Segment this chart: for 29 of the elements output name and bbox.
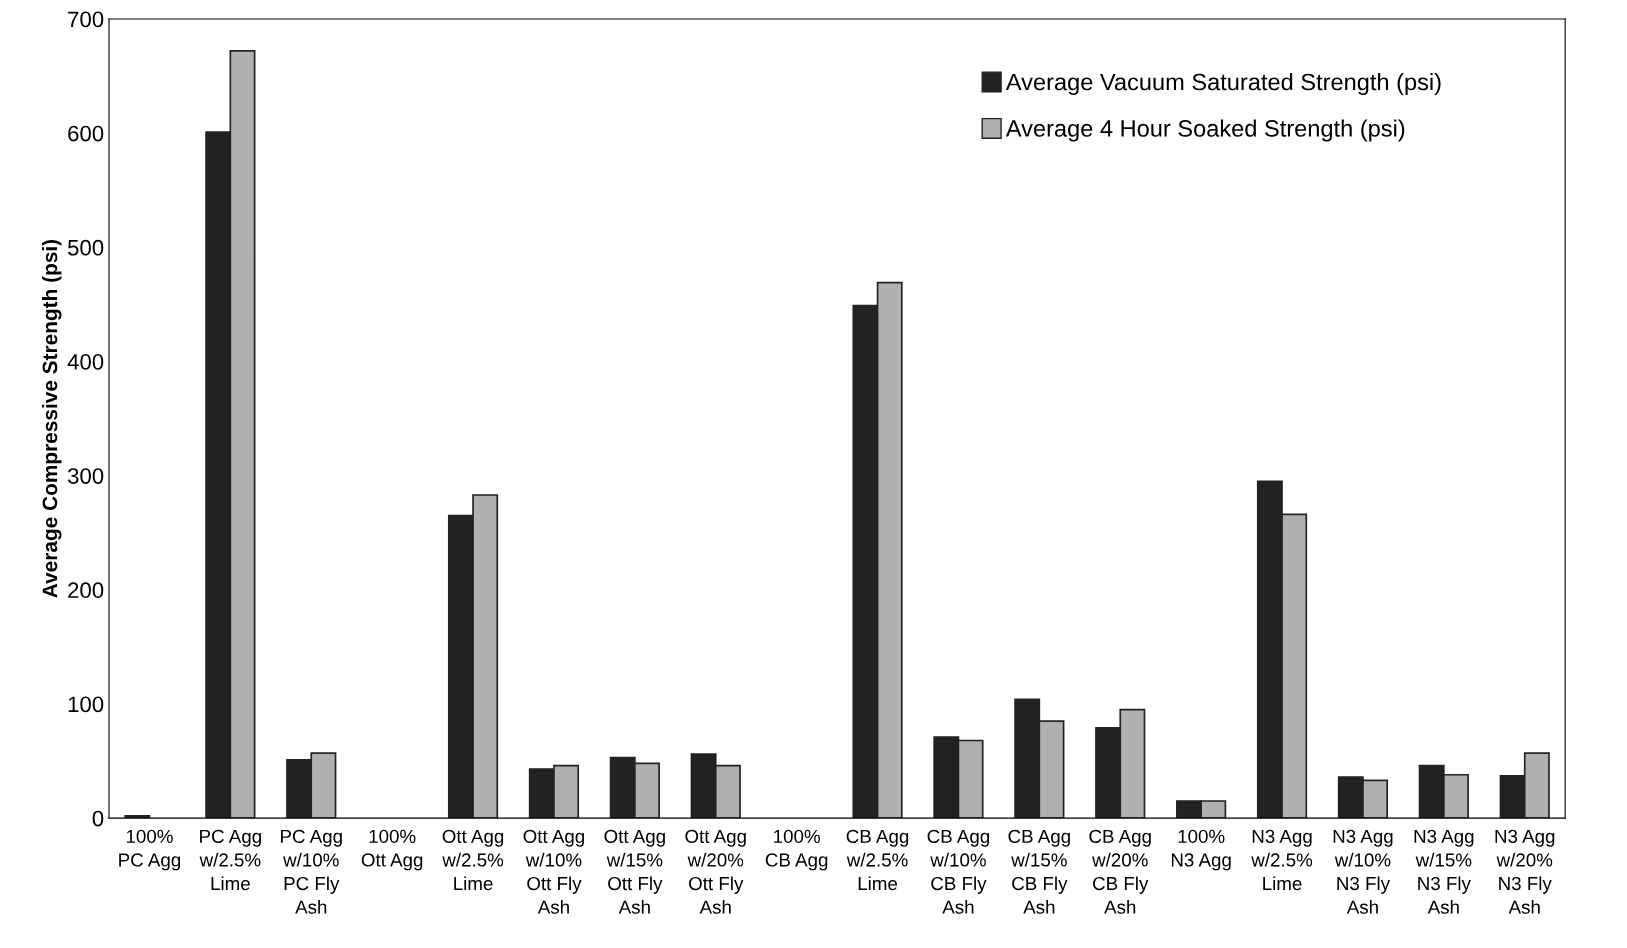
x-tick-label: 100% N3 Agg xyxy=(1171,829,1231,871)
x-tick-label: CB Agg w/10% CB Fly Ash xyxy=(927,829,990,914)
y-tick-label: 600 xyxy=(68,125,104,142)
x-tick-label: CB Agg w/2.5% Lime xyxy=(846,829,909,891)
y-tick-label: 200 xyxy=(68,582,104,599)
y-tick-label: 300 xyxy=(67,468,104,484)
y-tick-label: 0 xyxy=(92,810,104,827)
y-tick-label: 500 xyxy=(67,239,104,256)
y-tick-label: 700 xyxy=(68,11,104,28)
x-tick-label: PC Agg w/10% PC Fly Ash xyxy=(281,829,342,914)
x-tick-label: PC Agg w/2.5% Lime xyxy=(199,829,261,891)
x-tick-label: Ott Agg w/2.5% Lime xyxy=(442,829,504,891)
x-tick-label: N3 Agg w/20% N3 Fly Ash xyxy=(1495,829,1555,914)
y-tick-label: 400 xyxy=(67,353,104,370)
legend-label: Average 4 Hour Soaked Strength (psi) xyxy=(1005,119,1405,142)
x-tick-label: CB Agg w/20% CB Fly Ash xyxy=(1089,829,1151,914)
x-tick-label: 100% CB Agg xyxy=(765,829,828,871)
x-tick-label: N3 Agg w/10% N3 Fly Ash xyxy=(1333,829,1393,914)
y-tick-label: 100 xyxy=(68,696,104,713)
x-tick-label: 100% PC Agg xyxy=(119,829,181,871)
x-tick-label: Ott Agg w/10% Ott Fly Ash xyxy=(523,829,585,914)
x-tick-label: Ott Agg w/20% Ott Fly Ash xyxy=(685,829,746,914)
x-tick-label: 100% Ott Agg xyxy=(361,829,423,871)
x-tick-label: N3 Agg w/15% N3 Fly Ash xyxy=(1414,829,1474,914)
x-tick-label: Ott Agg w/15% Ott Fly Ash xyxy=(604,829,665,914)
x-tick-label: N3 Agg w/2.5% Lime xyxy=(1251,829,1313,891)
legend-label: Average Vacuum Saturated Strength (psi) xyxy=(1005,73,1441,96)
x-tick-label: CB Agg w/15% CB Fly Ash xyxy=(1008,829,1070,914)
y-axis-title: Average Compressive Strength (psi) xyxy=(42,239,62,598)
